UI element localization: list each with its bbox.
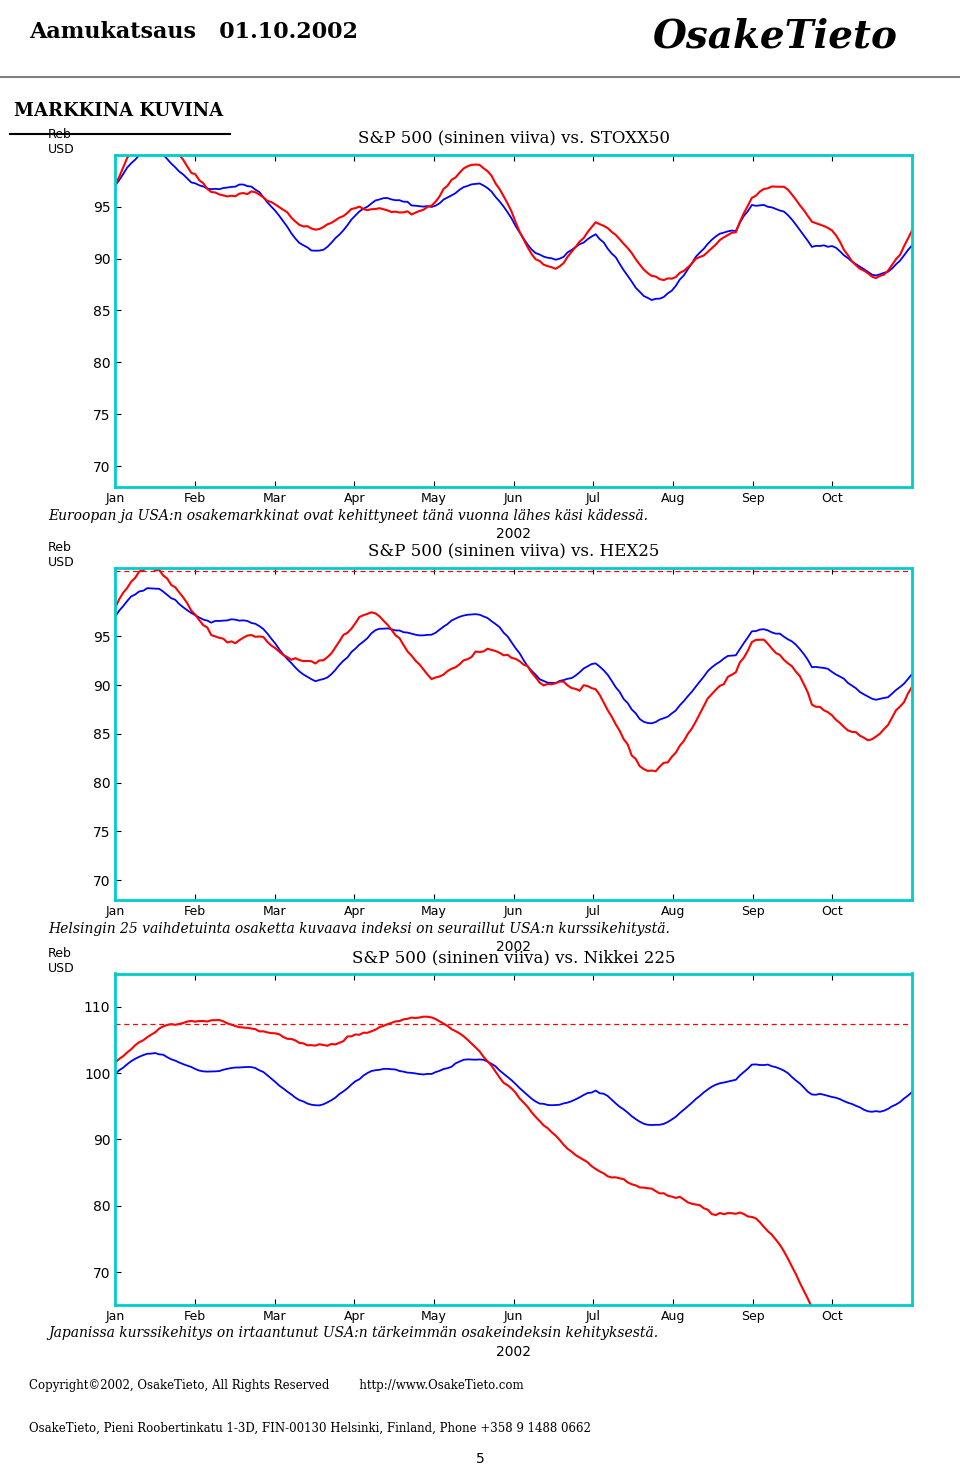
Title: S&P 500 (sininen viiva) vs. STOXX50: S&P 500 (sininen viiva) vs. STOXX50 [357,131,669,148]
Text: 2002: 2002 [496,1345,531,1358]
Title: S&P 500 (sininen viiva) vs. Nikkei 225: S&P 500 (sininen viiva) vs. Nikkei 225 [352,950,675,966]
Text: Helsingin 25 vaihdetuinta osaketta kuvaava indeksi on seuraillut USA:n kurssikeh: Helsingin 25 vaihdetuinta osaketta kuvaa… [48,922,670,937]
Text: Reb
USD: Reb USD [47,541,74,569]
Text: OsakeTieto: OsakeTieto [653,18,898,56]
Text: Reb
USD: Reb USD [47,947,74,975]
Text: Reb
USD: Reb USD [47,128,74,156]
Text: Japanissa kurssikehitys on irtaantunut USA:n tärkeimmän osakeindeksin kehitykses: Japanissa kurssikehitys on irtaantunut U… [48,1326,659,1341]
Text: 5: 5 [475,1451,485,1466]
Text: Euroopan ja USA:n osakemarkkinat ovat kehittyneet tänä vuonna lähes käsi kädessä: Euroopan ja USA:n osakemarkkinat ovat ke… [48,509,648,524]
Title: S&P 500 (sininen viiva) vs. HEX25: S&P 500 (sininen viiva) vs. HEX25 [368,544,660,560]
Text: MARKKINA KUVINA: MARKKINA KUVINA [14,102,224,119]
Text: 2002: 2002 [496,527,531,540]
Text: 2002: 2002 [496,940,531,953]
Text: Aamukatsaus   01.10.2002: Aamukatsaus 01.10.2002 [29,22,358,43]
Text: OsakeTieto, Pieni Roobertinkatu 1-3D, FIN-00130 Helsinki, Finland, Phone +358 9 : OsakeTieto, Pieni Roobertinkatu 1-3D, FI… [29,1422,590,1435]
Text: Copyright©2002, OsakeTieto, All Rights Reserved        http://www.OsakeTieto.com: Copyright©2002, OsakeTieto, All Rights R… [29,1379,523,1392]
